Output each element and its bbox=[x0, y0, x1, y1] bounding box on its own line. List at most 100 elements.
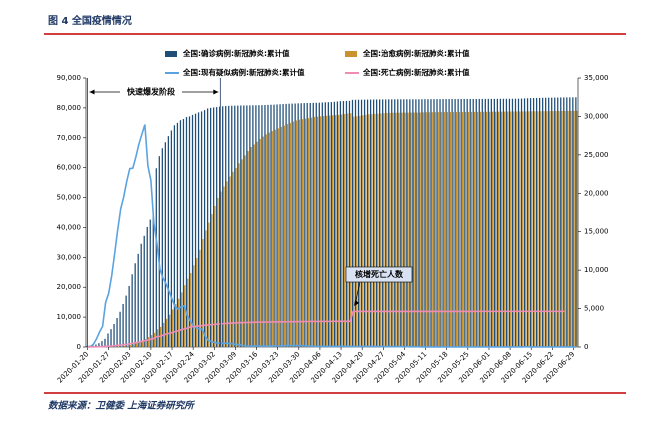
bar bbox=[252, 105, 254, 347]
bar bbox=[144, 339, 147, 347]
bar bbox=[298, 119, 301, 347]
annotation-box bbox=[345, 266, 413, 283]
bar bbox=[309, 102, 311, 347]
bar bbox=[344, 113, 346, 348]
bar bbox=[229, 176, 231, 347]
bar bbox=[566, 97, 568, 348]
bar bbox=[209, 107, 212, 347]
bar bbox=[467, 111, 470, 347]
bar bbox=[165, 318, 168, 347]
bar bbox=[288, 103, 290, 347]
bar bbox=[208, 222, 210, 347]
bar bbox=[322, 116, 325, 347]
bar bbox=[365, 114, 367, 347]
bar bbox=[510, 111, 512, 348]
bar bbox=[146, 226, 148, 347]
bar bbox=[529, 98, 532, 348]
bar bbox=[573, 110, 575, 347]
bar bbox=[214, 205, 216, 347]
bar bbox=[286, 124, 288, 347]
bar bbox=[410, 112, 412, 347]
bar bbox=[319, 116, 322, 347]
bar bbox=[563, 97, 565, 347]
bar bbox=[232, 171, 234, 347]
bar bbox=[363, 99, 366, 347]
bar bbox=[487, 98, 489, 347]
bar bbox=[172, 309, 174, 347]
arrow-head bbox=[354, 300, 360, 306]
bar bbox=[366, 99, 369, 347]
bar bbox=[542, 97, 544, 347]
bar bbox=[262, 136, 264, 347]
bar bbox=[292, 121, 295, 347]
bar bbox=[300, 103, 302, 347]
bar bbox=[525, 111, 527, 347]
bar bbox=[576, 110, 578, 348]
bar bbox=[351, 99, 354, 347]
bar bbox=[496, 98, 499, 348]
bar bbox=[336, 101, 339, 347]
bar bbox=[421, 99, 423, 347]
bar bbox=[147, 337, 150, 347]
bar bbox=[253, 144, 255, 347]
bar bbox=[545, 97, 547, 348]
bar bbox=[291, 103, 293, 347]
bar bbox=[398, 112, 400, 347]
bar bbox=[549, 111, 551, 347]
bar bbox=[376, 99, 378, 348]
bar bbox=[140, 243, 142, 347]
bar bbox=[440, 112, 442, 347]
bar bbox=[569, 97, 571, 348]
bar bbox=[225, 105, 227, 348]
bar bbox=[338, 114, 340, 347]
bar bbox=[199, 249, 201, 347]
bar bbox=[280, 126, 282, 347]
bar bbox=[246, 105, 248, 347]
bar bbox=[226, 181, 228, 347]
bar bbox=[374, 113, 376, 347]
bar bbox=[228, 105, 230, 347]
bar bbox=[283, 125, 285, 347]
bar bbox=[347, 113, 349, 347]
bar bbox=[170, 130, 173, 347]
bar bbox=[561, 110, 563, 347]
bar bbox=[519, 111, 521, 347]
bar bbox=[258, 105, 260, 347]
bar bbox=[401, 112, 403, 347]
legend-swatch bbox=[165, 51, 177, 57]
bar bbox=[534, 111, 536, 347]
bar bbox=[491, 111, 494, 347]
bar bbox=[395, 112, 397, 347]
bar bbox=[472, 98, 474, 347]
bar bbox=[188, 116, 191, 347]
bar bbox=[437, 112, 439, 347]
bar bbox=[231, 105, 233, 348]
bar bbox=[427, 99, 429, 347]
annotation-arrow bbox=[354, 281, 361, 305]
y-tick-label: 60,000 bbox=[57, 164, 82, 172]
bar bbox=[285, 103, 287, 347]
bar bbox=[504, 111, 506, 347]
bar bbox=[271, 131, 273, 347]
bar bbox=[249, 105, 251, 347]
bar bbox=[392, 112, 394, 347]
bar bbox=[206, 108, 209, 347]
bar bbox=[190, 273, 192, 347]
bar bbox=[469, 98, 471, 347]
bar bbox=[383, 113, 385, 347]
annotation: 快速爆发阶段 bbox=[127, 87, 175, 97]
bar bbox=[557, 97, 559, 348]
bar bbox=[425, 112, 427, 347]
bar bbox=[436, 99, 438, 348]
bar bbox=[310, 117, 313, 347]
bar bbox=[354, 99, 357, 347]
bar bbox=[531, 111, 533, 347]
bar bbox=[216, 107, 218, 348]
bar bbox=[439, 99, 441, 347]
bar bbox=[443, 112, 445, 347]
bar bbox=[551, 97, 553, 348]
bar bbox=[397, 99, 399, 347]
bar bbox=[505, 98, 508, 347]
bar bbox=[200, 111, 203, 347]
bar bbox=[460, 98, 462, 347]
